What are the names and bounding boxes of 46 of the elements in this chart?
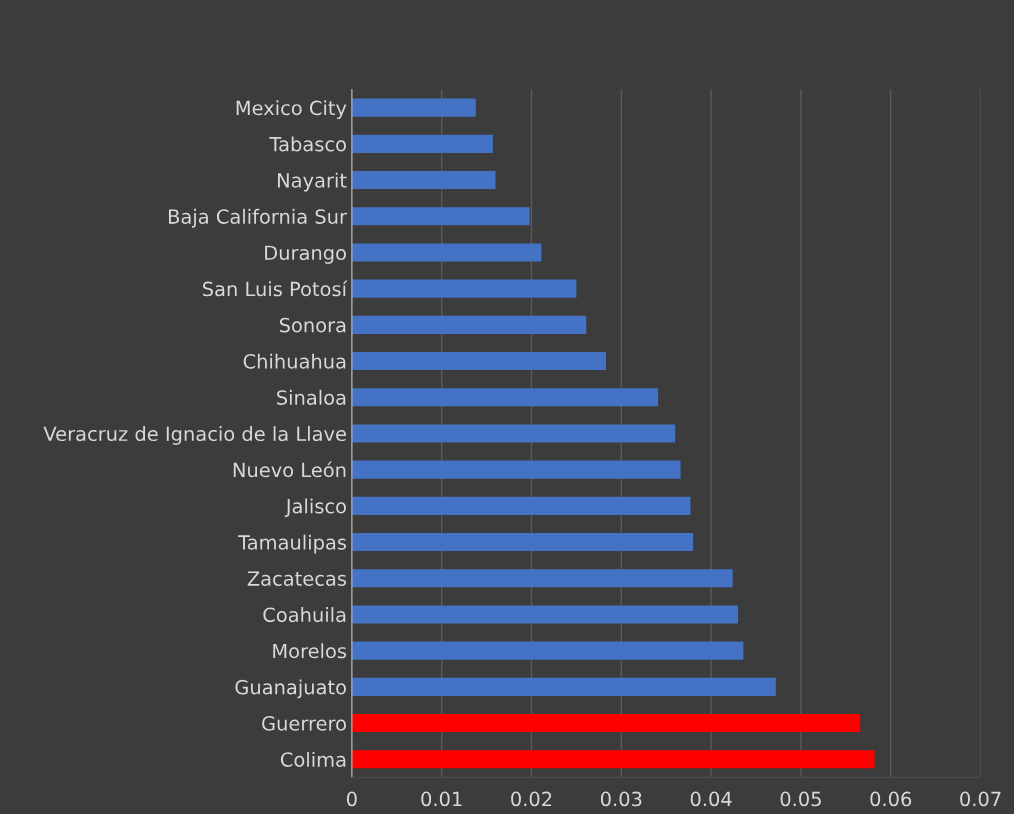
bar bbox=[351, 677, 776, 696]
bar bbox=[351, 496, 691, 515]
bar bbox=[351, 279, 577, 298]
y-tick-label: Mexico City bbox=[236, 100, 347, 120]
y-tick-label: Nayarit bbox=[278, 172, 347, 192]
bar bbox=[351, 315, 587, 334]
y-tick-label: Sonora bbox=[279, 317, 346, 333]
bar bbox=[351, 134, 493, 153]
y-tick-label: Veracruz de Ignacio de la Llave bbox=[43, 426, 346, 445]
x-tick-label: 0.02 bbox=[511, 791, 552, 807]
x-tick-label: 0.03 bbox=[600, 791, 642, 807]
y-tick-label: San Luis Potosí bbox=[203, 280, 348, 297]
y-tick-label: Tabasco bbox=[269, 136, 346, 152]
x-tick-label: 0 bbox=[346, 791, 357, 807]
x-tick-label: 0.06 bbox=[870, 791, 912, 807]
y-tick-label: Baja California Sur bbox=[168, 208, 347, 228]
x-tick-label: 0.07 bbox=[960, 791, 1001, 807]
y-tick-label: Colima bbox=[280, 751, 346, 767]
bar bbox=[351, 243, 542, 262]
x-tick-label: 0.04 bbox=[690, 791, 732, 807]
bar bbox=[351, 170, 496, 190]
bar bbox=[351, 605, 739, 624]
bar bbox=[351, 714, 861, 733]
y-tick-label: Coahuila bbox=[263, 607, 346, 623]
y-tick-label: Jalisco bbox=[284, 498, 346, 518]
bar bbox=[351, 424, 676, 443]
bar bbox=[351, 98, 476, 117]
y-tick-label: Sinaloa bbox=[277, 389, 346, 405]
bar bbox=[351, 352, 607, 371]
bar bbox=[351, 750, 875, 769]
bar bbox=[351, 641, 744, 660]
x-tick-label: 0.01 bbox=[421, 791, 462, 807]
bar bbox=[351, 460, 681, 479]
y-tick-label: Guerrero bbox=[262, 716, 346, 731]
bar bbox=[351, 207, 530, 226]
y-tick-label: Tamaulipas bbox=[237, 534, 347, 554]
bar bbox=[351, 388, 659, 407]
y-tick-label: Durango bbox=[265, 245, 346, 264]
y-tick-label: Morelos bbox=[273, 643, 347, 659]
y-tick-label: Zacatecas bbox=[247, 571, 347, 586]
y-tick-label: Guanajuato bbox=[235, 679, 346, 699]
y-tick-label: Chihuahua bbox=[243, 353, 346, 369]
bar bbox=[351, 569, 733, 588]
y-tick-label: Nuevo León bbox=[233, 461, 346, 478]
x-tick-label: 0.05 bbox=[780, 791, 821, 807]
bar bbox=[351, 533, 694, 552]
